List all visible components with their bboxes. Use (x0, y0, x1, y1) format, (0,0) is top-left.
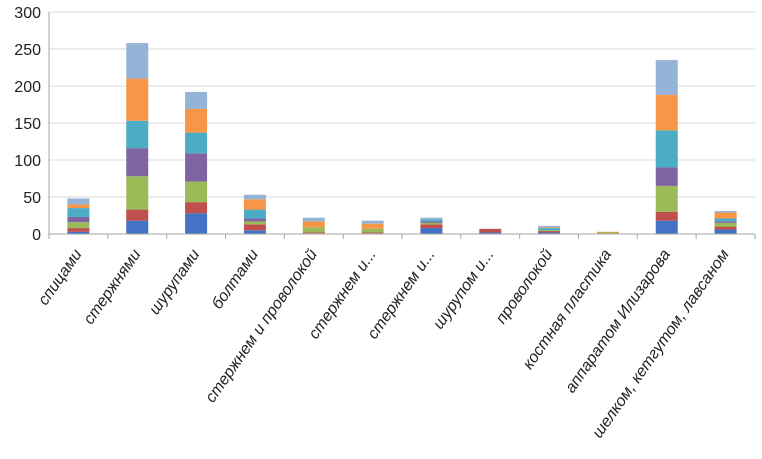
gridlines (49, 11, 755, 198)
bar-segment (655, 211, 678, 221)
bar-segment (243, 218, 266, 222)
bar-segment (714, 221, 737, 223)
y-tick-label: 150 (14, 116, 41, 133)
bar-segment (538, 225, 561, 228)
x-tick-label: шурупами (146, 246, 203, 317)
bar-segment (67, 228, 90, 232)
bar-segment (714, 218, 737, 222)
bar-segment (361, 232, 384, 234)
bar-segment (185, 213, 208, 234)
bar-segment (126, 176, 149, 210)
bar-segment (655, 220, 678, 234)
bar-segment (714, 212, 737, 219)
bar-segment (185, 132, 208, 154)
bars (67, 43, 737, 234)
bar-segment (538, 231, 561, 233)
y-tick-label: 50 (23, 190, 41, 207)
bar-segment (420, 228, 443, 234)
bar-segment (714, 211, 737, 213)
bar-segment (714, 229, 737, 234)
x-tick-label: спицами (35, 246, 86, 308)
bar-segment (420, 219, 443, 222)
bar-segment (302, 217, 325, 222)
y-tick-label: 0 (32, 227, 41, 244)
bar-segment (655, 185, 678, 212)
bar-segment (185, 181, 208, 203)
bar-segment (243, 194, 266, 200)
x-tick-label: стержнем и проволокой (202, 246, 321, 405)
bar-segment (420, 222, 443, 225)
bar-segment (67, 231, 90, 234)
bar-segment (67, 198, 90, 205)
bar-segment (243, 224, 266, 231)
bar-segment (596, 232, 619, 234)
x-tick-label: шурупом и... (430, 247, 497, 333)
bar-segment (243, 209, 266, 219)
bar-segment (420, 217, 443, 220)
bar-segment (243, 199, 266, 210)
bar-segment (126, 148, 149, 177)
bar-segment (479, 232, 502, 234)
bar-segment (126, 209, 149, 221)
bar-segment (185, 202, 208, 214)
bar-segment (243, 230, 266, 234)
bar-segment (538, 230, 561, 232)
x-tick-label: проволокой (493, 246, 557, 327)
bar-segment (67, 222, 90, 229)
bar-segment (67, 208, 90, 217)
y-axis: 0 50 100 150 200 250 300 (14, 5, 50, 244)
bar-segment (185, 108, 208, 133)
x-tick-label: болтами (209, 246, 262, 312)
bar-segment (479, 228, 502, 233)
bar-segment (655, 130, 678, 168)
bar-segment (714, 222, 737, 227)
bar-segment (302, 232, 325, 234)
bar-segment (420, 224, 443, 229)
bar-segment (185, 153, 208, 182)
bar-segment (302, 221, 325, 228)
bar-segment (361, 220, 384, 224)
x-tick-label: стержнями (81, 246, 145, 327)
bar-segment (420, 221, 443, 223)
x-tick-label: аппаратом Илизарова (562, 246, 674, 396)
bar-segment (126, 120, 149, 149)
bar-segment (538, 227, 561, 229)
bar-segment (655, 167, 678, 186)
bar-segment (67, 216, 90, 223)
bar-segment (185, 91, 208, 109)
bar-segment (361, 228, 384, 233)
bar-segment (538, 228, 561, 231)
y-tick-label: 100 (14, 153, 41, 170)
bar-segment (302, 227, 325, 233)
bar-segment (655, 94, 678, 131)
y-tick-label: 250 (14, 42, 41, 59)
bar-segment (126, 78, 149, 121)
y-tick-label: 300 (14, 5, 41, 22)
bar-segment (243, 221, 266, 225)
bar-segment (538, 232, 561, 234)
bar-segment (714, 226, 737, 230)
bar-segment (655, 60, 678, 95)
bar-segment (596, 231, 619, 233)
y-tick-label: 200 (14, 79, 41, 96)
bar-segment (126, 220, 149, 234)
bar-segment (361, 223, 384, 229)
bar-segment (126, 43, 149, 79)
bar-segment (67, 204, 90, 209)
